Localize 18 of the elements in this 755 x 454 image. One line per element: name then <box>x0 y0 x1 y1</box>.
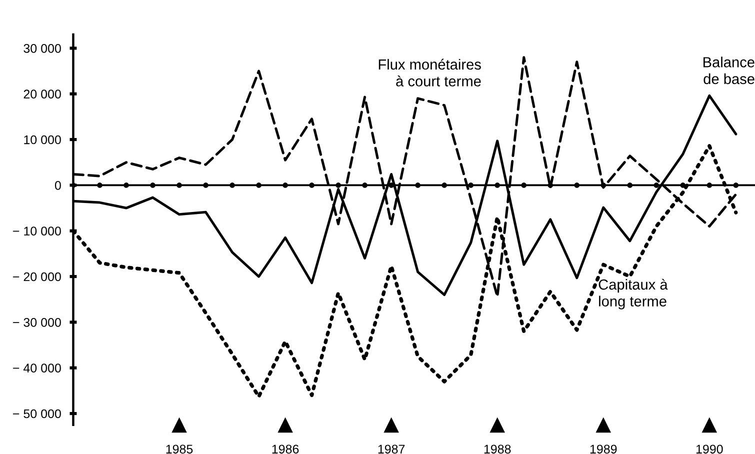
x-tick-label: 1987 <box>378 444 405 454</box>
x-tick-label: 1988 <box>484 444 511 454</box>
series-label: Balance de base <box>704 56 754 84</box>
y-tick-label: − 20 000 <box>13 272 61 282</box>
y-tick-label: − 50 000 <box>13 409 61 418</box>
y-tick-label: 10 000 <box>24 135 61 144</box>
x-tick-label: 1985 <box>166 444 193 454</box>
x-tick-label: 1986 <box>272 444 299 454</box>
y-tick-label: 30 000 <box>24 44 61 53</box>
y-tick-label: 20 000 <box>24 90 61 99</box>
y-tick-label: − 40 000 <box>13 364 61 373</box>
series-label: Capitaux à long terme <box>598 278 668 310</box>
x-tick-label: 1989 <box>590 444 617 454</box>
y-tick-label: 0 <box>54 181 61 190</box>
series-label: Flux monétaires à court terme <box>378 58 481 86</box>
x-tick-label: 1990 <box>696 444 723 454</box>
y-tick-label: − 10 000 <box>13 226 61 236</box>
y-tick-label: − 30 000 <box>13 318 61 327</box>
